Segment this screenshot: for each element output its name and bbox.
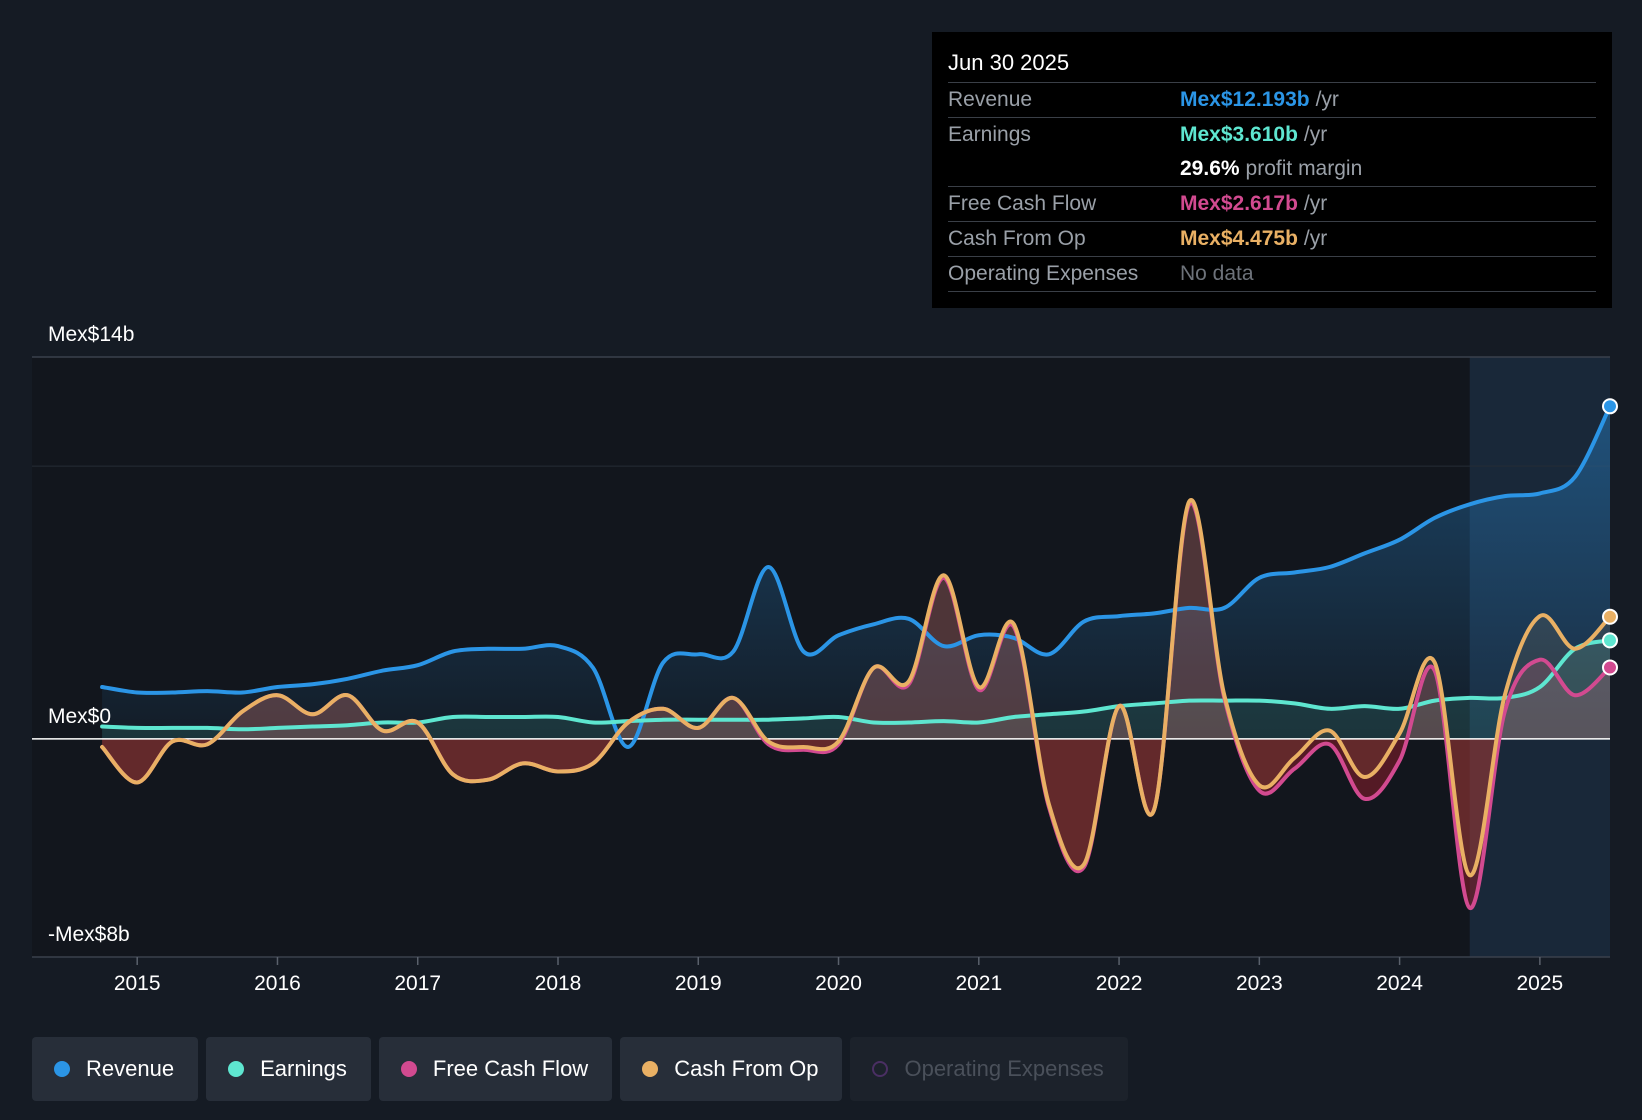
tooltip-value-earnings: Mex$3.610b [1180,123,1298,146]
legend-dot-icon [642,1061,659,1077]
tooltip-row-revenue: Revenue Mex$12.193b /yr [948,82,1596,117]
fcf-area-negative [102,738,1500,908]
tooltip-divider [948,291,1596,292]
legend-label: Cash From Op [674,1056,819,1081]
x-tick-label: 2015 [114,972,161,995]
tooltip-date: Jun 30 2025 [948,50,1070,75]
tooltip-label: Free Cash Flow [948,192,1097,215]
tooltip-row-cfo: Cash From Op Mex$4.475b /yr [948,221,1596,256]
x-tick-label: 2021 [955,972,1002,995]
legend-label: Free Cash Flow [432,1056,589,1081]
legend-toggle-revenue[interactable]: Revenue [32,1037,199,1101]
cfo-line [100,498,1612,878]
revenue-end-marker [1602,398,1618,415]
x-tick-label: 2019 [675,972,722,995]
y-tick-label: -Mex$8b [48,923,130,946]
tooltip-margin-value: 29.6% [1180,157,1240,180]
tooltip-row-opex: Operating Expenses No data [948,256,1596,291]
legend-toggle-opex[interactable]: Operating Expenses [850,1037,1128,1101]
legend-ring-icon [872,1061,889,1077]
tooltip-value-cfo: Mex$4.475b [1180,227,1298,250]
x-tick-label: 2023 [1236,972,1283,995]
tooltip-label: Revenue [948,88,1033,111]
tooltip-label: Earnings [948,123,1031,146]
legend-toggle-earnings[interactable]: Earnings [206,1037,371,1101]
tooltip-unit: /yr [1315,88,1339,111]
earnings-area [102,640,1611,739]
cfo-end-marker [1602,608,1618,625]
x-tick-label: 2020 [815,972,862,995]
legend-dot-icon [228,1061,245,1077]
legend-toggle-cfo[interactable]: Cash From Op [620,1037,843,1101]
tooltip-value-revenue: Mex$12.193b [1180,88,1310,111]
revenue-line [100,404,1612,749]
revenue-area [102,406,1611,748]
tooltip-row-earnings: Earnings Mex$3.610b /yr [948,117,1596,152]
x-tick-label: 2025 [1517,972,1564,995]
tooltip-margin-text: profit margin [1245,157,1363,180]
x-tick-label: 2018 [535,972,582,995]
tooltip-label: Cash From Op [948,227,1086,250]
tooltip-unit: /yr [1303,123,1328,146]
legend-label: Operating Expenses [904,1056,1104,1081]
data-tooltip: Jun 30 2025 Revenue Mex$12.193b /yr Earn… [932,32,1612,308]
chart-legend: Revenue Earnings Free Cash Flow Cash Fro… [32,1037,1128,1101]
legend-label: Revenue [86,1056,175,1081]
legend-label: Earnings [260,1056,347,1081]
x-tick-label: 2017 [394,972,441,995]
tooltip-value-opex: No data [1180,262,1254,285]
tooltip-label: Operating Expenses [948,262,1139,285]
legend-dot-icon [54,1061,70,1077]
fcf-area-positive [102,502,1610,739]
tooltip-unit: /yr [1303,192,1328,215]
y-tick-label: Mex$14b [48,323,134,346]
tooltip-row-fcf: Free Cash Flow Mex$2.617b /yr [948,186,1596,221]
x-tick-label: 2016 [254,972,301,995]
tooltip-row-margin: 29.6% profit margin [948,152,1596,186]
x-tick-label: 2024 [1376,972,1423,995]
tooltip-unit: /yr [1303,227,1328,250]
legend-toggle-fcf[interactable]: Free Cash Flow [378,1037,613,1101]
earnings-line [100,638,1612,732]
x-tick-label: 2022 [1096,972,1143,995]
y-tick-label: Mex$0 [48,705,111,728]
fcf-end-marker [1602,659,1618,676]
earnings-end-marker [1602,632,1618,649]
legend-dot-icon [400,1061,417,1077]
tooltip-value-fcf: Mex$2.617b [1180,192,1298,215]
